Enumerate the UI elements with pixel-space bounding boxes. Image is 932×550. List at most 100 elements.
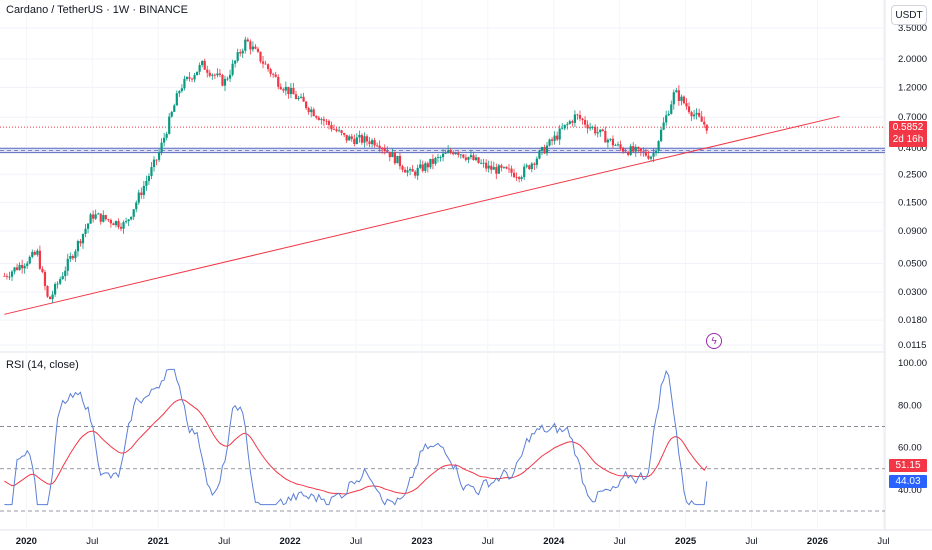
candle-body (190, 78, 194, 80)
candle-body (654, 150, 658, 154)
candle-body (449, 150, 452, 153)
candle-body (629, 146, 632, 155)
candle-body (26, 263, 29, 266)
candle-body (477, 157, 480, 164)
candle-body (117, 221, 120, 227)
candle-body (226, 78, 229, 80)
candle-body (634, 146, 637, 152)
candle-body (203, 60, 206, 70)
candle-body (368, 141, 371, 145)
candle-body (424, 163, 427, 171)
candle-body (591, 126, 594, 128)
candle-body (5, 275, 9, 277)
candle-body (459, 154, 462, 156)
candle-body (61, 276, 64, 280)
candle-body (690, 112, 693, 117)
candle-body (188, 77, 191, 79)
candle-body (485, 162, 488, 169)
candle-body (500, 165, 503, 168)
candle-body (322, 119, 325, 121)
candle-body (259, 51, 262, 62)
rsi-tick-label: 60.00 (898, 443, 922, 454)
price-tick-label: 0.1500 (898, 198, 927, 209)
price-tick-label: 0.0180 (898, 315, 927, 326)
symbol-title[interactable]: Cardano / TetherUS · 1W · BINANCE (6, 4, 188, 16)
candle-body (553, 135, 556, 141)
candle-body (589, 127, 592, 129)
candle-body (520, 177, 523, 179)
axes: 3.5000 2.0000 1.2000 0.7000 0.4000 0.2500 0.15… (16, 23, 927, 547)
candle-body (41, 268, 44, 272)
candle-body (160, 142, 163, 153)
candle-body (571, 121, 574, 123)
time-tick-label: Jul (86, 536, 98, 547)
candle-body (216, 73, 219, 76)
candle-body (71, 256, 74, 259)
price-tick-label: 0.0900 (898, 226, 927, 237)
candle-body (682, 96, 686, 104)
time-tick-label: Jul (482, 536, 494, 547)
candle-body (330, 125, 333, 130)
candle-body (700, 116, 703, 122)
candle-body (150, 167, 153, 177)
candle-body (431, 158, 435, 164)
time-tick-label: Jul (614, 536, 626, 547)
price-tick-label: 2.0000 (898, 54, 927, 65)
candle-body (208, 72, 211, 76)
candle-body (266, 64, 270, 70)
candle-body (538, 150, 541, 159)
candle-body (660, 129, 663, 142)
trendline[interactable] (4, 115, 840, 315)
candle-body (576, 114, 579, 116)
candle-body (429, 158, 432, 168)
candle-body (502, 166, 506, 168)
candle-body (583, 120, 587, 125)
candle-body (411, 168, 414, 172)
candle-body (302, 96, 305, 102)
candle-body (381, 148, 384, 150)
candle-body (495, 167, 498, 174)
candle-body (64, 270, 67, 277)
candle-body (307, 108, 310, 113)
candle-body (31, 252, 34, 257)
candle-body (13, 267, 16, 272)
candle-body (452, 152, 455, 155)
time-tick-label: 2022 (280, 536, 301, 547)
candle-body (530, 163, 533, 170)
candle-body (269, 69, 272, 74)
candle-body (102, 215, 105, 222)
candle-body (246, 39, 249, 42)
time-tick-label: Jul (218, 536, 230, 547)
candle-body (441, 153, 445, 158)
candle-body (317, 117, 320, 121)
candle-body (550, 139, 554, 141)
candle-body (239, 52, 242, 54)
candle-body (170, 111, 173, 117)
candle-body (8, 276, 11, 278)
candle-body (15, 267, 19, 270)
candle-body (249, 41, 252, 50)
currency-button[interactable]: USDT (891, 5, 927, 25)
candle-body (581, 118, 584, 121)
rsi-moving-average (4, 399, 708, 495)
rsi-tick-label: 100.00 (898, 358, 927, 369)
candle-body (254, 46, 257, 49)
candle-body (114, 221, 118, 226)
candle-body (436, 157, 440, 158)
candle-body (3, 275, 6, 277)
candle-body (510, 168, 513, 173)
candle-body (94, 214, 97, 219)
candle-body (206, 69, 209, 73)
candle-body (277, 76, 280, 87)
time-tick-label: 2020 (16, 536, 37, 547)
candle-body (525, 165, 528, 167)
candle-body (10, 271, 14, 277)
flash-icon[interactable]: ϟ (706, 333, 722, 349)
candle-body (614, 145, 617, 147)
candle-body (687, 106, 691, 113)
rsi-title[interactable]: RSI (14, close) (6, 359, 79, 371)
candle-body (601, 129, 604, 131)
candle-body (573, 114, 577, 123)
candle-body (92, 214, 95, 219)
